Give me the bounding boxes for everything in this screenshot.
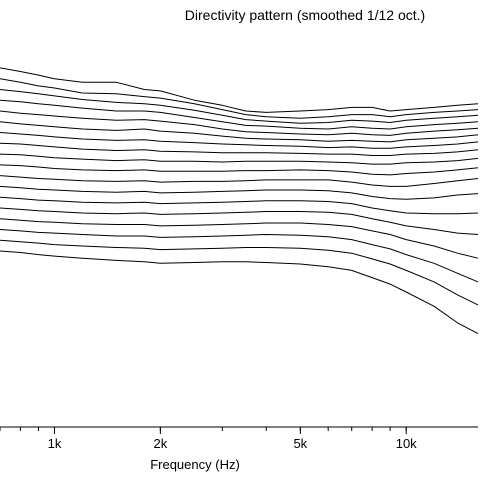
series-line-18: [0, 250, 479, 335]
series-line-14: [0, 207, 479, 235]
x-tick-label: 2k: [153, 436, 167, 451]
series-line-9: [0, 153, 479, 165]
series-line-8: [0, 142, 479, 156]
series-line-16: [0, 229, 479, 283]
x-tick-label: 5k: [293, 436, 307, 451]
x-axis: 1k 2k 5k 10k: [0, 426, 478, 451]
chart-title: Directivity pattern (smoothed 1/12 oct.): [184, 7, 426, 23]
series-line-5: [0, 110, 479, 136]
series-line-10: [0, 164, 479, 176]
plot-lines: [0, 67, 479, 335]
x-tick-label: 1k: [48, 436, 62, 451]
x-axis-label: Frequency (Hz): [150, 457, 240, 472]
series-line-7: [0, 132, 479, 149]
series-line-11: [0, 175, 479, 187]
x-tick-label: 10k: [396, 436, 417, 451]
series-line-13: [0, 196, 479, 215]
series-line-2: [0, 78, 479, 119]
series-line-17: [0, 239, 479, 306]
series-line-15: [0, 218, 479, 259]
series-line-12: [0, 185, 479, 200]
series-line-4: [0, 99, 479, 130]
series-line-3: [0, 89, 479, 124]
series-line-6: [0, 121, 479, 143]
series-line-1: [0, 67, 479, 113]
